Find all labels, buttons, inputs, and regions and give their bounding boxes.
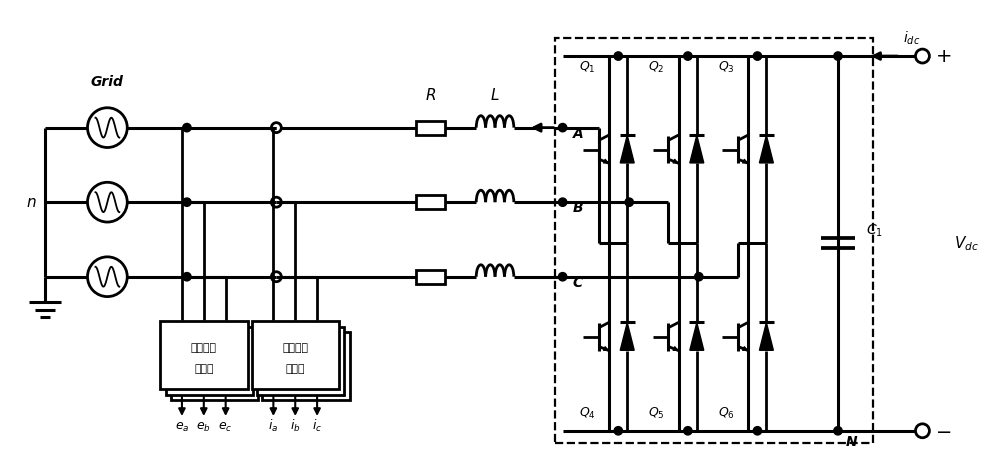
Text: 交流电压: 交流电压 bbox=[191, 343, 217, 353]
Circle shape bbox=[684, 52, 692, 60]
Circle shape bbox=[558, 123, 567, 132]
Bar bbox=[416, 121, 445, 134]
Text: N: N bbox=[846, 435, 858, 449]
Bar bbox=[416, 195, 445, 209]
Polygon shape bbox=[620, 135, 634, 163]
Bar bbox=[257, 327, 344, 395]
Circle shape bbox=[183, 123, 191, 132]
Circle shape bbox=[183, 273, 191, 281]
Text: $e_a$: $e_a$ bbox=[175, 421, 189, 434]
Bar bbox=[416, 270, 445, 284]
Circle shape bbox=[625, 198, 633, 207]
Circle shape bbox=[614, 52, 622, 60]
Text: $Q_4$: $Q_4$ bbox=[579, 406, 595, 421]
Circle shape bbox=[684, 426, 692, 435]
Circle shape bbox=[834, 52, 842, 60]
Text: $i_b$: $i_b$ bbox=[290, 418, 301, 434]
Text: $Q_5$: $Q_5$ bbox=[648, 406, 665, 421]
Circle shape bbox=[834, 426, 842, 435]
Text: $Q_3$: $Q_3$ bbox=[718, 60, 734, 75]
Polygon shape bbox=[759, 322, 773, 350]
Bar bbox=[166, 327, 253, 395]
Polygon shape bbox=[620, 322, 634, 350]
Text: $i_{dc}$: $i_{dc}$ bbox=[903, 29, 920, 47]
Bar bbox=[171, 332, 258, 400]
Circle shape bbox=[753, 426, 762, 435]
Text: A: A bbox=[573, 127, 583, 140]
Text: $V_{dc}$: $V_{dc}$ bbox=[954, 234, 979, 253]
Text: $i_a$: $i_a$ bbox=[268, 418, 278, 434]
Bar bbox=[555, 38, 873, 443]
Text: $n$: $n$ bbox=[26, 195, 36, 210]
Text: $Q_2$: $Q_2$ bbox=[648, 60, 665, 75]
Bar bbox=[252, 322, 339, 389]
Polygon shape bbox=[690, 322, 704, 350]
Text: 传感器: 传感器 bbox=[285, 364, 305, 374]
Circle shape bbox=[695, 273, 703, 281]
Text: $e_c$: $e_c$ bbox=[218, 421, 233, 434]
Circle shape bbox=[558, 198, 567, 207]
Bar bbox=[262, 332, 350, 400]
Text: $+$: $+$ bbox=[935, 47, 952, 66]
Text: $Q_1$: $Q_1$ bbox=[579, 60, 595, 75]
Text: Grid: Grid bbox=[91, 75, 124, 89]
Text: $e_b$: $e_b$ bbox=[196, 421, 211, 434]
Polygon shape bbox=[759, 135, 773, 163]
Text: B: B bbox=[573, 201, 583, 215]
Text: $-$: $-$ bbox=[935, 421, 952, 440]
Bar bbox=[160, 322, 248, 389]
Text: 传感器: 传感器 bbox=[194, 364, 214, 374]
Circle shape bbox=[558, 273, 567, 281]
Text: $L$: $L$ bbox=[490, 87, 500, 103]
Text: 交流电流: 交流电流 bbox=[282, 343, 308, 353]
Text: $i_c$: $i_c$ bbox=[312, 418, 322, 434]
Text: C: C bbox=[573, 276, 583, 290]
Polygon shape bbox=[690, 135, 704, 163]
Circle shape bbox=[183, 198, 191, 207]
Circle shape bbox=[753, 52, 762, 60]
Text: $Q_6$: $Q_6$ bbox=[718, 406, 735, 421]
Circle shape bbox=[614, 426, 622, 435]
Text: $R$: $R$ bbox=[425, 87, 436, 103]
Text: $C_1$: $C_1$ bbox=[866, 223, 883, 239]
